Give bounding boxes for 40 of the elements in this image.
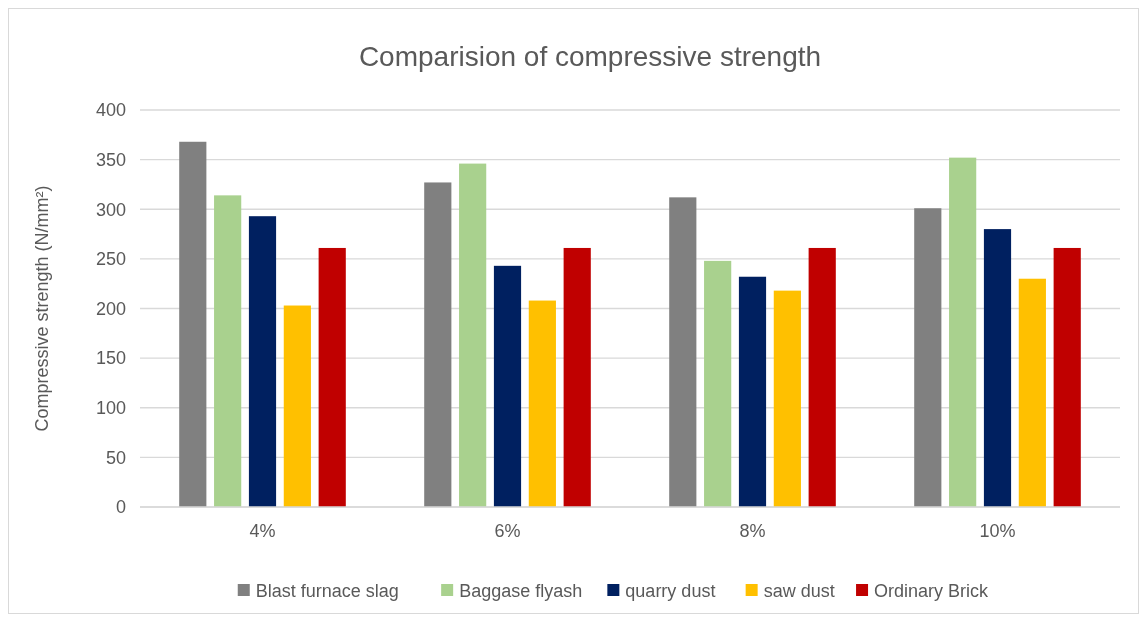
legend-label: Blast furnace slag (255, 581, 399, 602)
y-tick-label: 0 (115, 497, 126, 518)
bar (773, 290, 801, 507)
bar (179, 141, 207, 507)
bar (983, 229, 1012, 507)
y-axis-title: Compressive strength (N/mm²) (32, 185, 52, 432)
x-tick-label: 6% (494, 521, 521, 541)
bar (318, 247, 346, 507)
y-tick-label: 50 (105, 447, 126, 468)
bar (1018, 278, 1046, 507)
bar (914, 208, 942, 507)
bar (424, 182, 452, 507)
y-tick-label: 300 (95, 199, 126, 220)
legend-label: saw dust (763, 581, 835, 602)
bar (669, 197, 697, 507)
y-tick-label: 100 (95, 398, 126, 419)
bar (949, 157, 977, 507)
y-tick-label: 150 (95, 348, 126, 369)
bar (283, 305, 311, 507)
bar (1053, 247, 1081, 507)
y-tick-label: 350 (95, 149, 126, 170)
x-tick-label: 10% (979, 521, 1016, 541)
bar (459, 163, 487, 507)
x-tick-label: 4% (249, 521, 276, 541)
bar (214, 195, 242, 507)
legend-label: quarry dust (625, 581, 716, 602)
chart-title: Comparision of compressive strength (358, 41, 822, 72)
legend-label: Baggase flyash (459, 581, 583, 602)
y-tick-label: 400 (95, 100, 126, 121)
bar (808, 247, 836, 507)
bar (704, 260, 732, 507)
bar (738, 276, 767, 507)
bar (248, 216, 277, 507)
x-tick-label: 8% (739, 521, 766, 541)
bar (528, 300, 556, 507)
y-tick-label: 250 (95, 249, 126, 270)
bar (493, 265, 522, 507)
legend-label: Ordinary Brick (874, 581, 990, 602)
y-tick-label: 200 (95, 298, 126, 319)
bar (563, 247, 591, 507)
